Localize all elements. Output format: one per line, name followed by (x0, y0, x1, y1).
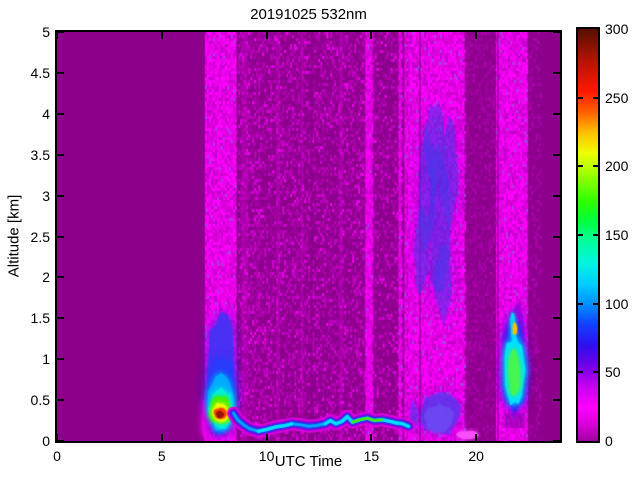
y-tick (57, 112, 64, 115)
y-tick (553, 358, 560, 361)
y-tick (57, 194, 64, 197)
x-tick (160, 434, 163, 441)
y-tick (553, 153, 560, 156)
x-tick-label: 15 (363, 448, 380, 464)
colorbar-tick-label: 100 (605, 295, 629, 312)
y-tick (57, 71, 64, 74)
y-tick-label: 2 (42, 269, 50, 286)
y-tick (57, 399, 64, 402)
x-tick (160, 32, 163, 39)
y-tick (553, 31, 560, 33)
y-tick-label: 4.5 (30, 64, 50, 81)
colorbar-tick-label: 150 (605, 227, 629, 243)
y-tick-label: 1 (42, 351, 50, 368)
colorbar-tick (578, 96, 583, 99)
colorbar-tick (578, 234, 583, 236)
y-tick-label: 3 (42, 187, 50, 204)
x-tick-label: 5 (157, 448, 166, 464)
colorbar-tick-label: 0 (605, 433, 613, 449)
x-tick (475, 32, 478, 39)
x-tick (56, 434, 58, 441)
colorbar-canvas (578, 29, 598, 441)
colorbar-tick (593, 302, 598, 305)
y-tick-label: 5 (42, 24, 50, 40)
x-tick (370, 434, 373, 441)
chart-title: 20191025 532nm (250, 6, 367, 23)
y-tick-label: 4 (42, 105, 50, 122)
y-tick (57, 235, 64, 238)
y-tick (57, 317, 64, 320)
colorbar-tick (593, 165, 598, 168)
x-tick-label: 10 (258, 448, 275, 464)
y-tick (553, 317, 560, 320)
colorbar-tick (578, 302, 583, 305)
y-tick (553, 440, 560, 442)
y-tick (57, 31, 64, 33)
y-tick-label: 0 (42, 433, 50, 449)
y-tick (553, 276, 560, 279)
colorbar-tick (593, 96, 598, 99)
colorbar-tick-label: 300 (605, 21, 629, 37)
y-tick-label: 2.5 (30, 228, 50, 245)
y-tick (57, 276, 64, 279)
colorbar-tick-label: 50 (605, 364, 621, 381)
colorbar-tick (593, 234, 598, 236)
y-tick (553, 399, 560, 402)
colorbar-tick-label: 200 (605, 158, 629, 175)
x-tick (475, 434, 478, 441)
x-axis-label: UTC Time (274, 453, 343, 470)
y-tick (553, 194, 560, 197)
y-tick (57, 358, 64, 361)
y-tick (57, 153, 64, 156)
colorbar-tick (578, 371, 583, 374)
x-tick-label: 0 (53, 448, 61, 464)
colorbar-tick (593, 371, 598, 374)
heatmap-canvas (57, 32, 560, 441)
x-tick (370, 32, 373, 39)
y-tick-label: 3.5 (30, 146, 50, 163)
x-tick (265, 434, 268, 441)
y-tick (553, 112, 560, 115)
x-tick (56, 32, 58, 39)
colorbar-tick-label: 250 (605, 89, 629, 106)
y-tick-label: 1.5 (30, 310, 50, 327)
x-tick (265, 32, 268, 39)
y-tick (553, 235, 560, 238)
x-tick-label: 20 (468, 448, 484, 464)
y-tick-label: 0.5 (30, 392, 50, 409)
colorbar-tick (578, 165, 583, 168)
y-tick (57, 440, 64, 442)
y-tick (553, 71, 560, 74)
